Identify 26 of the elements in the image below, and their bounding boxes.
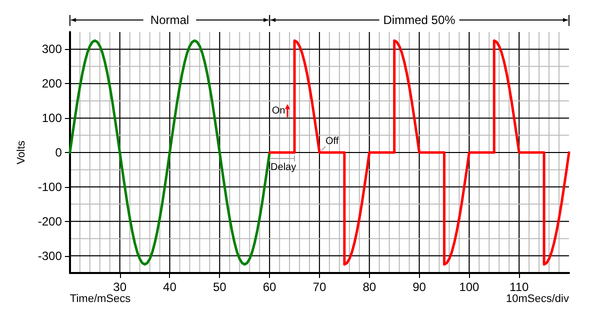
- annotation: On: [272, 106, 286, 117]
- y-axis-title: Volts: [16, 140, 28, 164]
- y-tick-label: -300: [38, 248, 62, 263]
- x-tick-label: 30: [113, 280, 127, 294]
- x-tick-label: 40: [163, 280, 177, 294]
- x-tick-label: 50: [212, 280, 227, 294]
- y-tick-label: -100: [38, 180, 62, 194]
- x-tick-label: 60: [262, 280, 277, 294]
- y-tick-label: 300: [42, 42, 62, 56]
- y-tick-label: 200: [42, 76, 62, 91]
- y-tick-label: 100: [42, 111, 62, 126]
- text: 10mSecs/div: [506, 293, 570, 305]
- x-tick-label: 70: [312, 280, 326, 294]
- y-tick-label: -200: [38, 214, 62, 228]
- x-tick-label: 90: [412, 280, 426, 294]
- text: Dimmed 50%: [383, 13, 456, 27]
- x-tick-label: 110: [510, 280, 529, 294]
- line-series: [68, 39, 271, 266]
- line-series: [268, 39, 570, 266]
- x-tick-label: 80: [362, 280, 376, 294]
- x-axis-title: Time/mSecs: [70, 293, 132, 305]
- text: Normal: [150, 13, 190, 27]
- x-tick-label: 100: [459, 280, 480, 294]
- annotation: Delay: [270, 162, 296, 173]
- annotation: Off: [325, 136, 339, 147]
- y-tick-label: 0: [55, 146, 62, 160]
